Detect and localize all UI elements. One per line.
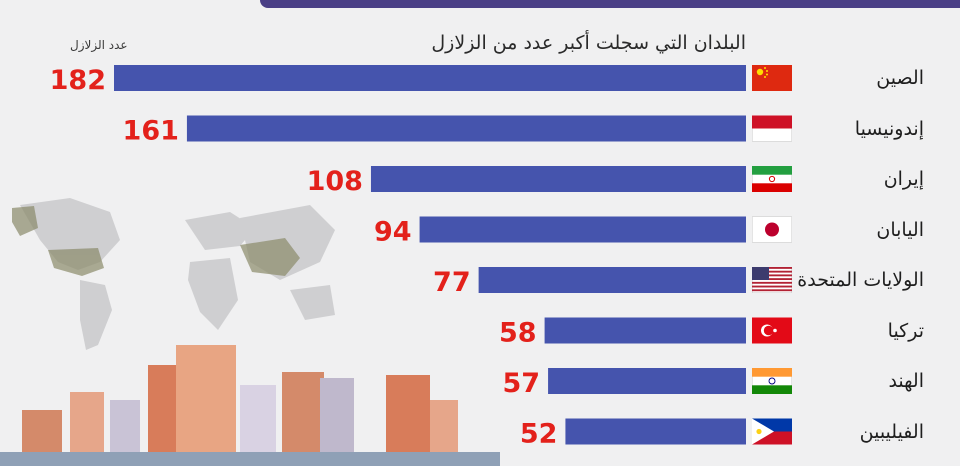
data-label: 58 (499, 318, 537, 349)
top-accent-bar (260, 0, 960, 8)
philippines-flag-icon (752, 418, 792, 445)
bar (186, 115, 746, 142)
india-flag-icon (752, 368, 792, 394)
ruined-buildings-illustration (0, 345, 500, 466)
chart-title: البلدان التي سجلت أكبر عدد من الزلازل (431, 32, 746, 54)
data-label: 182 (50, 65, 106, 96)
category-label: الولايات المتحدة (797, 269, 924, 291)
category-label: إيران (883, 168, 924, 190)
highlighted-regions (12, 206, 300, 276)
data-label: 94 (374, 217, 412, 248)
usa-flag-icon (752, 267, 792, 293)
data-label: 77 (433, 267, 471, 298)
category-label: الهند (888, 370, 924, 392)
category-label: إندونيسيا (854, 117, 924, 140)
value-axis-caption: عدد الزلازل (70, 38, 128, 52)
category-label: اليابان (876, 218, 924, 241)
category-label: الصين (876, 67, 924, 89)
data-label: 52 (520, 419, 558, 450)
bar (548, 368, 746, 394)
bar (565, 418, 746, 445)
iran-flag-icon (752, 166, 792, 192)
bar (419, 216, 746, 243)
bar (478, 267, 746, 293)
bar (544, 317, 746, 344)
turkey-flag-icon (752, 317, 792, 344)
data-label: 108 (307, 166, 363, 197)
china-flag-icon (752, 65, 792, 91)
japan-flag-icon (752, 216, 792, 243)
indonesia-flag-icon (752, 115, 792, 142)
bar (114, 65, 746, 91)
bar (370, 166, 746, 192)
data-label: 161 (123, 116, 179, 147)
category-label: تركيا (887, 319, 924, 342)
data-label: 57 (502, 368, 540, 399)
category-label: الفيليبين (859, 420, 924, 443)
